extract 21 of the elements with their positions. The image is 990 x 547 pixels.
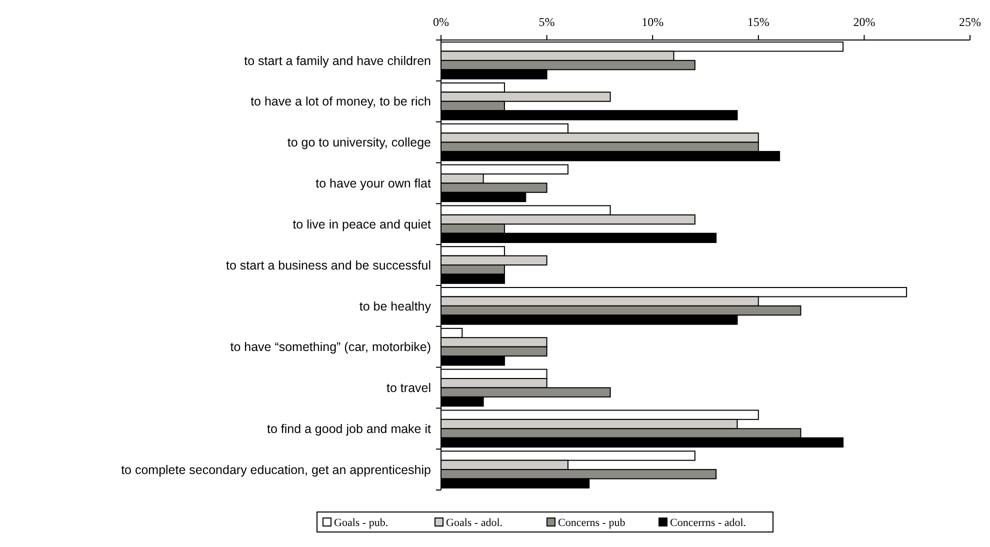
y-tick-label: to have a lot of money, to be rich (250, 94, 432, 109)
y-tick-label: to be healthy (359, 299, 432, 314)
y-tick-label: to go to university, college (287, 136, 432, 150)
y-tick-label: to start a business and be successful (226, 258, 431, 272)
x-tick-label: 15% (747, 15, 770, 29)
legend-label: Concerns - pub (558, 517, 626, 529)
legend-label: Goals - pub. (334, 517, 388, 529)
x-tick-label: 10% (642, 15, 664, 29)
legend-label: Goals - adol. (446, 517, 503, 529)
x-tick-label: 20% (853, 15, 876, 29)
x-tick-label: 0% (433, 15, 449, 29)
x-tick-label: 5% (538, 15, 555, 29)
legend-label: Concerrns - adol. (670, 517, 746, 529)
y-tick-label: to live in peace and quiet (292, 217, 432, 232)
y-tick-label: to find a good job and make it (266, 422, 432, 436)
y-tick-label: to complete secondary education, get an apprenticeship (121, 462, 432, 477)
x-tick-label: 25% (959, 15, 981, 29)
y-tick-label: to travel (386, 381, 431, 396)
y-tick-label: to have “something” (car, motorbike) (230, 340, 431, 354)
y-tick-label: to start a family and have children (244, 54, 432, 68)
y-tick-label: to have your own flat (316, 176, 432, 191)
